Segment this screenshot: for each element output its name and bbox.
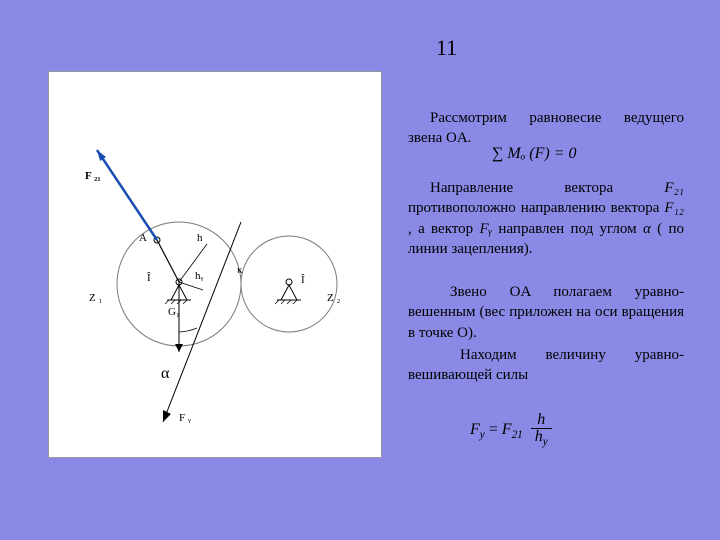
p4-text: Находим величину уравно-вешивающей силы bbox=[408, 347, 684, 383]
label-h: h bbox=[197, 232, 203, 244]
label-a: A bbox=[139, 232, 147, 244]
paragraph-2: Направление вектора F₂₁ противоположно н… bbox=[408, 178, 684, 259]
arrow-g bbox=[175, 344, 183, 352]
p3-text: Звено OA полагаем уравно-вешенным (вес п… bbox=[408, 284, 684, 341]
label-f21: F ₂₁ bbox=[85, 170, 101, 182]
p2a: Направление вектора bbox=[430, 180, 664, 196]
inline-alpha: α bbox=[643, 221, 651, 237]
inline-f12: F₁₂ bbox=[664, 200, 684, 216]
paragraph-1: Рассмотрим равновесие ведущего звена OA. bbox=[408, 108, 684, 149]
label-o-left: Î bbox=[147, 272, 151, 284]
perp-hy bbox=[179, 282, 203, 290]
pivot-o-right bbox=[275, 279, 301, 304]
pivot-o-left bbox=[165, 279, 191, 304]
p2d: направлен под углом bbox=[492, 221, 643, 237]
formula-sum-moment: ∑ Mₒ (F) = 0 bbox=[492, 145, 577, 163]
mechanics-diagram bbox=[49, 72, 381, 457]
label-z1: Z ₁ bbox=[89, 292, 102, 304]
paragraph-4: Находим величину уравно-вешивающей силы bbox=[408, 345, 684, 386]
label-g: G₁ bbox=[168, 306, 180, 318]
vector-f21 bbox=[97, 150, 157, 240]
p2c: , а вектор bbox=[408, 221, 479, 237]
label-alpha: α bbox=[161, 365, 169, 383]
formula-fy: Fy = F21 h hy bbox=[470, 412, 552, 448]
label-k: κ bbox=[237, 264, 243, 276]
label-o-right: Î bbox=[301, 274, 305, 286]
page-number: 11 bbox=[436, 35, 457, 61]
diagram-container: F ₂₁ A h hᵧ κ Î Î Z ₁ Z ₂ G₁ α F ᵧ bbox=[48, 71, 382, 458]
link-oa bbox=[157, 240, 179, 282]
paragraph-3: Звено OA полагаем уравно-вешенным (вес п… bbox=[408, 282, 684, 343]
line-of-action bbox=[163, 222, 241, 422]
label-fy: F ᵧ bbox=[179, 412, 191, 424]
inline-fy: Fᵧ bbox=[479, 221, 492, 237]
p1-text: Рассмотрим равновесие ведущего звена OA. bbox=[408, 110, 684, 146]
p2b: противоположно направлению вектора bbox=[408, 200, 664, 216]
label-z2: Z ₂ bbox=[327, 292, 340, 304]
page-root: 11 bbox=[0, 0, 720, 540]
label-hy: hᵧ bbox=[195, 270, 203, 282]
inline-f21: F₂₁ bbox=[664, 180, 684, 196]
angle-alpha-arc bbox=[179, 328, 197, 332]
